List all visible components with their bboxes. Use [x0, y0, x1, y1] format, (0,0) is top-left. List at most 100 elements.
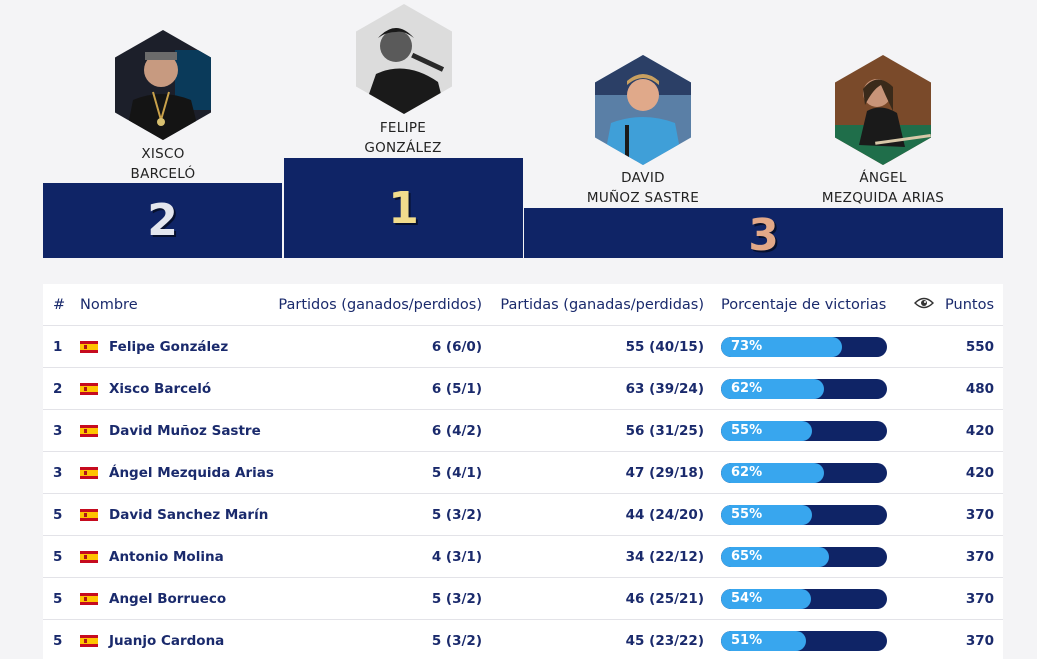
win-percentage-fill	[721, 504, 813, 525]
row-pos: 1	[53, 338, 63, 355]
row-matches: 5 (3/2)	[431, 506, 482, 523]
row-matches: 5 (4/1)	[431, 464, 482, 481]
spain-flag-icon	[80, 340, 98, 353]
row-points: 370	[965, 548, 994, 565]
row-player[interactable]: Antonio Molina	[80, 549, 275, 565]
podium-second-block: 2	[43, 183, 282, 258]
spain-flag-icon	[80, 508, 98, 521]
row-player-name[interactable]: David Muñoz Sastre	[109, 422, 261, 439]
header-name[interactable]: Nombre	[80, 296, 138, 313]
podium: XISCO BARCELÓ 2 FELIPE GONZÁLEZ 1 D	[0, 0, 1037, 270]
podium-second-last-name: BARCELÓ	[130, 166, 196, 182]
row-games: 34 (22/12)	[625, 548, 704, 565]
win-percentage-fill	[721, 630, 806, 651]
table-row[interactable]: 5 Angel Borrueco 5 (3/2) 46 (25/21) 54% …	[43, 578, 1003, 620]
row-matches: 5 (3/2)	[431, 632, 482, 649]
row-pos: 5	[53, 590, 63, 607]
table-row[interactable]: 5 Antonio Molina 4 (3/1) 34 (22/12) 65% …	[43, 536, 1003, 578]
row-games: 47 (29/18)	[625, 464, 704, 481]
row-points: 370	[965, 590, 994, 607]
row-player-name[interactable]: Xisco Barceló	[109, 380, 212, 397]
podium-second-first-name: XISCO	[141, 146, 185, 162]
row-player[interactable]: David Sanchez Marín	[80, 507, 275, 523]
row-win-percentage: 51%	[704, 630, 909, 651]
table-row[interactable]: 5 Juanjo Cardona 5 (3/2) 45 (23/22) 51% …	[43, 620, 1003, 659]
win-percentage-bar: 62%	[721, 462, 887, 483]
row-win-percentage: 55%	[704, 420, 909, 441]
row-points: 370	[965, 632, 994, 649]
win-percentage-fill	[721, 420, 813, 441]
player-photo-xisco-barcelo[interactable]	[115, 30, 211, 140]
podium-third-b-first-name: ÁNGEL	[859, 170, 907, 186]
row-player-name[interactable]: Antonio Molina	[109, 548, 224, 565]
podium-first-name: FELIPE GONZÁLEZ	[303, 118, 503, 158]
win-percentage-label: 54%	[731, 590, 763, 606]
spain-flag-icon	[80, 592, 98, 605]
row-win-percentage: 73%	[704, 336, 909, 357]
row-points: 550	[965, 338, 994, 355]
player-photo-angel-mezquida-arias[interactable]	[835, 55, 931, 165]
player-photo-david-munoz-sastre[interactable]	[595, 55, 691, 165]
row-points: 420	[965, 464, 994, 481]
row-player-name[interactable]: Felipe González	[109, 338, 229, 355]
win-percentage-label: 55%	[731, 422, 763, 438]
table-row[interactable]: 5 David Sanchez Marín 5 (3/2) 44 (24/20)…	[43, 494, 1003, 536]
table-row[interactable]: 2 Xisco Barceló 6 (5/1) 63 (39/24) 62% 4…	[43, 368, 1003, 410]
row-win-percentage: 62%	[704, 462, 909, 483]
ranking-table: # Nombre Partidos (ganados/perdidos) Par…	[43, 284, 1003, 659]
header-matches[interactable]: Partidos (ganados/perdidos)	[278, 296, 482, 313]
podium-third-a-name: DAVID MUÑOZ SASTRE	[543, 168, 743, 208]
podium-third-a-first-name: DAVID	[621, 170, 665, 186]
win-percentage-fill	[721, 336, 843, 357]
podium-third-a-last-name: MUÑOZ SASTRE	[586, 190, 700, 206]
row-player[interactable]: Xisco Barceló	[80, 381, 275, 397]
row-player[interactable]: Juanjo Cardona	[80, 633, 275, 649]
win-percentage-bar: 62%	[721, 378, 887, 399]
row-player-name[interactable]: David Sanchez Marín	[109, 506, 269, 523]
header-points[interactable]: Puntos	[945, 296, 994, 313]
row-pos: 3	[53, 422, 63, 439]
row-matches: 6 (4/2)	[431, 422, 482, 439]
row-matches: 6 (5/1)	[431, 380, 482, 397]
player-photo-felipe-gonzalez[interactable]	[356, 4, 452, 114]
win-percentage-bar: 54%	[721, 588, 887, 609]
row-pos: 5	[53, 632, 63, 649]
win-percentage-label: 51%	[731, 632, 763, 648]
podium-third-rank: 3	[748, 209, 779, 261]
row-player[interactable]: Ángel Mezquida Arias	[80, 465, 275, 481]
podium-second-rank: 2	[147, 195, 178, 246]
spain-flag-icon	[80, 550, 98, 563]
header-win-percentage[interactable]: Porcentaje de victorias	[721, 296, 887, 313]
row-games: 56 (31/25)	[625, 422, 704, 439]
row-matches: 5 (3/2)	[431, 590, 482, 607]
podium-first-first-name: FELIPE	[379, 120, 427, 136]
win-percentage-bar: 55%	[721, 504, 887, 525]
win-percentage-bar: 65%	[721, 546, 887, 567]
row-win-percentage: 55%	[704, 504, 909, 525]
win-percentage-label: 62%	[731, 380, 763, 396]
row-player[interactable]: Felipe González	[80, 339, 275, 355]
row-matches: 6 (6/0)	[431, 338, 482, 355]
podium-third-b-last-name: MEZQUIDA ARIAS	[821, 190, 945, 206]
row-pos: 2	[53, 380, 63, 397]
win-percentage-label: 65%	[731, 548, 763, 564]
row-points: 370	[965, 506, 994, 523]
row-player-name[interactable]: Ángel Mezquida Arias	[109, 464, 274, 481]
row-games: 63 (39/24)	[625, 380, 704, 397]
podium-third-b-name: ÁNGEL MEZQUIDA ARIAS	[783, 168, 983, 208]
table-row[interactable]: 3 Ángel Mezquida Arias 5 (4/1) 47 (29/18…	[43, 452, 1003, 494]
row-win-percentage: 62%	[704, 378, 909, 399]
row-player-name[interactable]: Juanjo Cardona	[109, 632, 225, 649]
win-percentage-fill	[721, 378, 824, 399]
row-player[interactable]: David Muñoz Sastre	[80, 423, 275, 439]
header-games[interactable]: Partidas (ganadas/perdidas)	[500, 296, 704, 313]
row-pos: 3	[53, 464, 63, 481]
table-row[interactable]: 1 Felipe González 6 (6/0) 55 (40/15) 73%…	[43, 326, 1003, 368]
row-player-name[interactable]: Angel Borrueco	[109, 590, 227, 607]
row-player[interactable]: Angel Borrueco	[80, 591, 275, 607]
table-row[interactable]: 3 David Muñoz Sastre 6 (4/2) 56 (31/25) …	[43, 410, 1003, 452]
header-pos[interactable]: #	[53, 296, 66, 313]
eye-icon[interactable]	[909, 296, 939, 314]
podium-second-name: XISCO BARCELÓ	[63, 144, 263, 184]
podium-first-rank: 1	[388, 182, 419, 234]
